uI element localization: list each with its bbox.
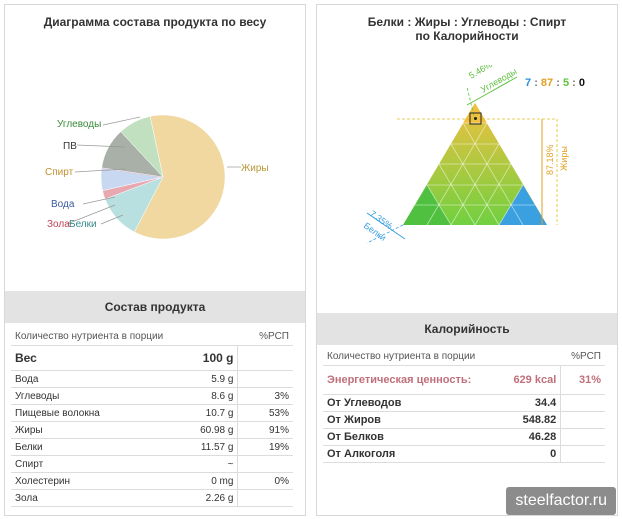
pie-slice-Углеводы: [120, 116, 164, 178]
nutrient-name: Холестерин: [11, 472, 168, 490]
energy-label: Энергетическая ценность:: [323, 365, 501, 395]
calorie-table: Количество нутриента в порции %РСП Энерг…: [323, 347, 605, 463]
energy-pct: 31%: [560, 365, 605, 395]
fat-pct-label: 87.18%: [545, 144, 555, 175]
nutrient-value: 0 mg: [167, 472, 239, 490]
nutrient-name: Белки: [11, 438, 168, 456]
pie-label-fat: Жиры: [241, 163, 269, 174]
nutrient-name: Пищевые волокна: [11, 404, 168, 422]
table-header-pct: %РСП: [237, 327, 293, 346]
ratio-carbs: 5: [562, 77, 570, 89]
nutrient-pct: 3%: [237, 387, 293, 405]
calorie-value: 548.82: [500, 411, 562, 429]
calorie-value: 0: [500, 445, 562, 463]
nutrient-value: 2.26 g: [167, 489, 239, 507]
table-row: Вода 5.9 g: [11, 370, 293, 388]
nutrient-name: Спирт: [11, 455, 168, 473]
table-row: Холестерин 0 mg 0%: [11, 472, 293, 490]
nutrient-pct: [237, 489, 293, 507]
nutrient-value: 5.9 g: [167, 370, 239, 388]
ratio-alcohol: 0: [578, 77, 586, 89]
pie-label-fiber: ПВ: [63, 141, 77, 152]
calorie-chart-title-line2: по Калорийности: [415, 29, 519, 43]
nutrient-value: 60.98 g: [167, 421, 239, 439]
fat-name-label: Жиры: [559, 146, 569, 171]
table-row: Зола 2.26 g: [11, 489, 293, 507]
nutrient-pct: 0%: [237, 472, 293, 490]
carbs-pct-label: 5.46%: [467, 65, 494, 81]
nutrient-pct: 91%: [237, 421, 293, 439]
macro-ratio: 7 : 87 : 5 : 0: [525, 77, 586, 89]
nutrient-name: Вода: [11, 370, 168, 388]
ratio-protein: 7: [525, 77, 532, 89]
table-row: Пищевые волокна 10.7 g 53%: [11, 404, 293, 422]
pie-leader-line: [100, 214, 124, 225]
nutrient-value: 8.6 g: [167, 387, 239, 405]
calorie-source: От Углеводов: [323, 394, 501, 412]
calorie-row: От Углеводов 34.4: [323, 394, 605, 412]
pie-label-ash: Зола: [47, 219, 70, 230]
composition-pie-chart: Жиры Углеводы ПВ Спирт Вода Зола Белки: [45, 114, 269, 240]
nutrient-pct: [237, 455, 293, 473]
calorie-value: 46.28: [500, 428, 562, 446]
pie-leader-line: [66, 204, 116, 225]
pie-slice-Жиры: [134, 114, 226, 240]
calorie-source: От Алкоголя: [323, 445, 501, 463]
calorie-panel: Белки : Жиры : Углеводы : Спирт по Калор…: [316, 4, 618, 516]
pie-leader-line: [76, 144, 126, 148]
calorie-source: От Жиров: [323, 411, 501, 429]
composition-chart-title: Диаграмма состава продукта по весу: [43, 15, 267, 29]
calorie-row: От Жиров 548.82: [323, 411, 605, 429]
calorie-chart-title-line1: Белки : Жиры : Углеводы : Спирт: [367, 15, 567, 29]
composition-section-title: Состав продукта: [5, 291, 305, 323]
table-header-name: Количество нутриента в порции: [11, 327, 238, 346]
cal-header-pct: %РСП: [560, 347, 605, 366]
nutrient-value: ~: [167, 455, 239, 473]
calorie-value: 34.4: [500, 394, 562, 412]
pie-label-protein: Белки: [69, 219, 97, 230]
pie-label-alcohol: Спирт: [45, 167, 74, 178]
cal-header-name: Количество нутриента в порции: [323, 347, 561, 366]
calorie-source: От Белков: [323, 428, 501, 446]
nutrient-name: Углеводы: [11, 387, 168, 405]
nutrient-value: 11.57 g: [167, 438, 239, 456]
weight-label: Вес: [11, 345, 168, 371]
nutrient-pct: [237, 370, 293, 388]
nutrient-value: 10.7 g: [167, 404, 239, 422]
pie-leader-line: [102, 116, 141, 126]
nutrient-name: Зола: [11, 489, 168, 507]
pie-label-carbs: Углеводы: [57, 119, 101, 130]
table-row: Спирт ~: [11, 455, 293, 473]
pie-leader-line: [82, 196, 116, 205]
composition-table: Количество нутриента в порции %РСП Вес 1…: [11, 327, 293, 507]
table-row: Жиры 60.98 g 91%: [11, 421, 293, 439]
composition-panel: Диаграмма состава продукта по весу Жиры …: [4, 4, 306, 516]
calorie-row: От Белков 46.28: [323, 428, 605, 446]
calorie-triangle-chart: 5.46% Углеводы 87.18% Жиры 7.35% Белки: [362, 65, 569, 244]
pie-leader-line: [74, 168, 126, 173]
watermark: steelfactor.ru: [506, 487, 616, 515]
pie-label-water: Вода: [51, 199, 75, 210]
table-row: Углеводы 8.6 g 3%: [11, 387, 293, 405]
ratio-fat: 87: [540, 77, 554, 89]
table-row: Белки 11.57 g 19%: [11, 438, 293, 456]
nutrient-name: Жиры: [11, 421, 168, 439]
nutrient-pct: 19%: [237, 438, 293, 456]
calorie-row: От Алкоголя 0: [323, 445, 605, 463]
weight-value: 100 g: [167, 345, 239, 371]
energy-value: 629 kcal: [500, 365, 562, 395]
ratio-marker: [469, 112, 482, 125]
nutrient-pct: 53%: [237, 404, 293, 422]
calorie-section-title: Калорийность: [317, 313, 617, 345]
